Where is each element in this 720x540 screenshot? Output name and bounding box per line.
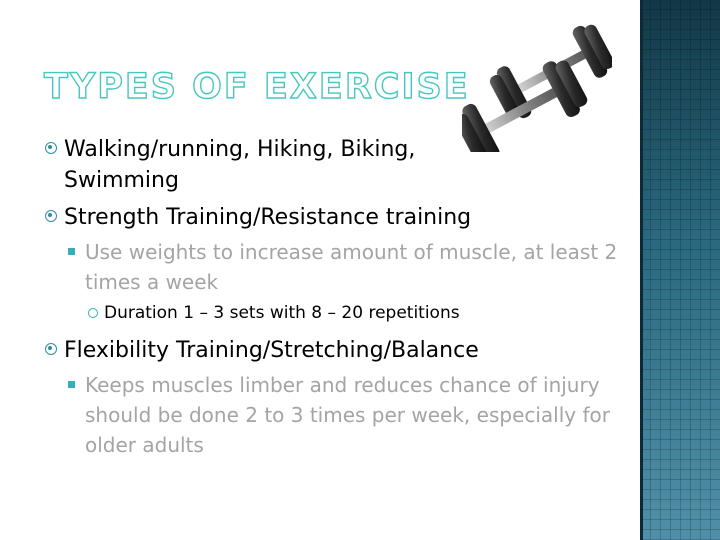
circled-dot-icon bbox=[45, 210, 57, 222]
dumbbell-icon bbox=[462, 24, 612, 152]
list-item-text: Keeps muscles limber and reduces chance … bbox=[85, 373, 610, 457]
list-item-text: Flexibility Training/Stretching/Balance bbox=[64, 338, 479, 363]
list-item-text: Duration 1 – 3 sets with 8 – 20 repetiti… bbox=[104, 303, 460, 323]
slide-title: Types of Exercise bbox=[43, 67, 470, 107]
circled-dot-icon bbox=[45, 343, 57, 355]
square-icon bbox=[68, 381, 75, 388]
bullet-list: Walking/running, Hiking, Biking, Swimmin… bbox=[44, 134, 624, 460]
list-item: Strength Training/Resistance training bbox=[44, 202, 624, 233]
list-item-text: Walking/running, Hiking, Biking, Swimmin… bbox=[64, 137, 416, 193]
list-item-text: Use weights to increase amount of muscle… bbox=[85, 240, 618, 294]
list-item: Use weights to increase amount of muscle… bbox=[44, 237, 624, 297]
list-item: Keeps muscles limber and reduces chance … bbox=[44, 370, 624, 460]
list-item: Duration 1 – 3 sets with 8 – 20 repetiti… bbox=[44, 301, 624, 325]
list-item: Walking/running, Hiking, Biking, Swimmin… bbox=[44, 134, 624, 196]
list-item: Flexibility Training/Stretching/Balance bbox=[44, 335, 624, 366]
ring-icon bbox=[88, 308, 98, 318]
square-icon bbox=[68, 248, 75, 255]
decorative-side-band bbox=[640, 0, 720, 540]
circled-dot-icon bbox=[45, 142, 57, 154]
list-item-text: Strength Training/Resistance training bbox=[64, 205, 472, 230]
